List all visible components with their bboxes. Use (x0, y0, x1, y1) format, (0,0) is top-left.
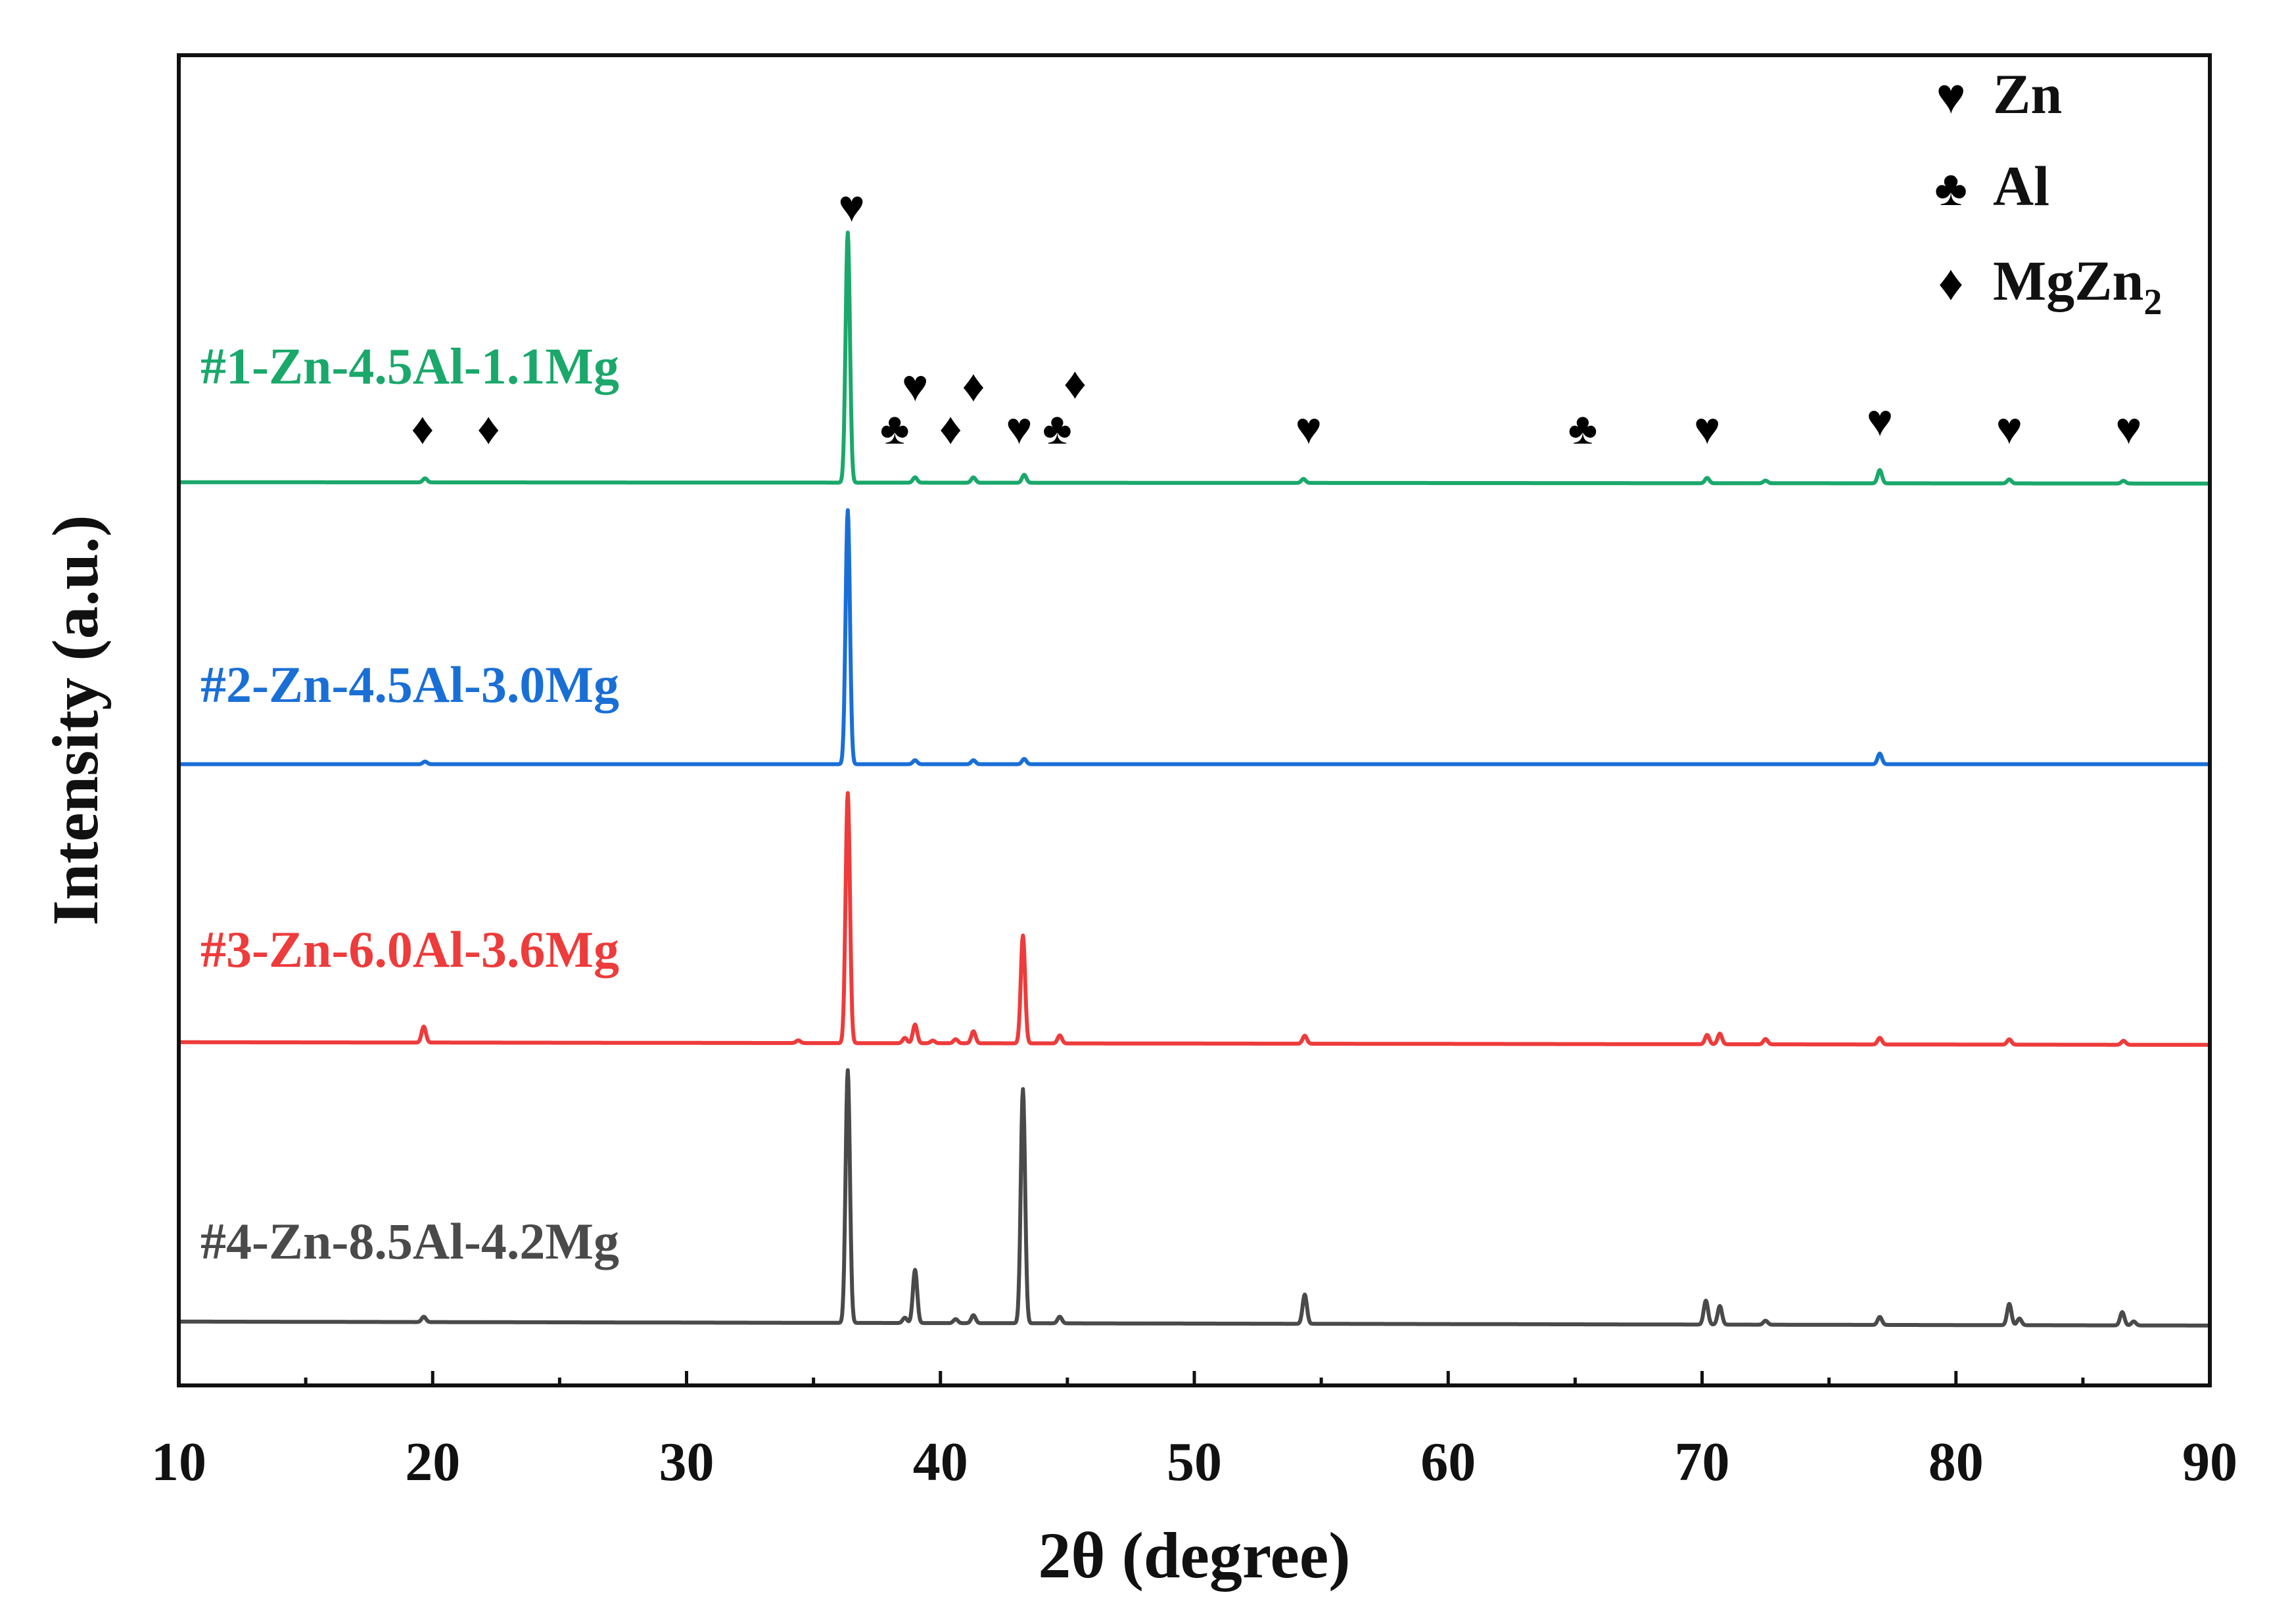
peak-annotations: ♥♦ ♦♥ ♦ ♦♣ ♦ ♥ ♣ ♥ ♣ ♥ ♥ ♥ ♥ (411, 181, 2141, 453)
peak-marker-7: ♣ (880, 404, 910, 453)
legend-symbol-2: ♣ (1934, 161, 1967, 216)
peak-marker-14: ♥ (1867, 396, 1893, 446)
legend-label-3: MgZn2 (1993, 249, 2162, 323)
series-line-4 (177, 1068, 2211, 1328)
series-label-3: #3-Zn-6.0Al-3.6Mg (200, 921, 619, 978)
x-axis-title: 2θ (degree) (1038, 1519, 1350, 1592)
peak-marker-9: ♥ (1006, 404, 1032, 453)
series-label-1: #1-Zn-4.5Al-1.1Mg (200, 338, 619, 395)
peak-marker-4: ♥ (902, 361, 928, 411)
x-tick-label: 80 (1929, 1431, 1984, 1493)
series-line-2 (177, 508, 2211, 766)
series-labels: #1-Zn-4.5Al-1.1Mg #2-Zn-4.5Al-3.0Mg #3-Zn-… (200, 338, 619, 1270)
legend-symbol-1: ♥ (1936, 69, 1965, 124)
peak-marker-12: ♣ (1568, 404, 1598, 453)
legend-label-2: Al (1993, 154, 2049, 218)
x-tick-label: 90 (2182, 1431, 2237, 1493)
series-label-4: #4-Zn-8.5Al-4.2Mg (200, 1213, 619, 1270)
x-tick-label: 60 (1420, 1431, 1476, 1493)
x-tick-label: 70 (1675, 1431, 1730, 1493)
legend: ♥ Zn ♣ Al ♦ MgZn2 (1934, 62, 2162, 323)
series-layer (177, 230, 2211, 1328)
peak-marker-6: ♦ (1064, 358, 1087, 408)
peak-marker-5: ♦ (962, 361, 985, 411)
x-axis-ticks: 10 20 30 40 50 60 70 80 90 (151, 1371, 2237, 1493)
peak-marker-13: ♥ (1694, 404, 1720, 453)
peak-marker-11: ♥ (1296, 404, 1322, 453)
series-label-2: #2-Zn-4.5Al-3.0Mg (200, 656, 619, 713)
x-tick-label: 10 (151, 1431, 206, 1493)
peak-marker-15: ♥ (1996, 404, 2023, 453)
peak-marker-2: ♦ (411, 404, 434, 453)
x-tick-label: 30 (659, 1431, 714, 1493)
x-tick-label: 40 (913, 1431, 968, 1493)
series-line-3 (177, 791, 2211, 1047)
series-line-1 (177, 230, 2211, 486)
x-tick-label: 50 (1167, 1431, 1222, 1493)
peak-marker-3: ♦ (477, 404, 500, 453)
peak-marker-1: ♥ (838, 181, 864, 231)
peak-marker-10: ♣ (1042, 404, 1072, 453)
legend-label-1: Zn (1993, 62, 2062, 126)
peak-marker-8: ♦ (939, 404, 962, 453)
legend-subscript: 2 (2143, 282, 2162, 323)
peak-marker-16: ♥ (2115, 404, 2141, 453)
legend-symbol-3: ♦ (1938, 256, 1964, 311)
y-axis-title: Intensity (a.u.) (39, 515, 112, 925)
x-tick-label: 20 (405, 1431, 460, 1493)
